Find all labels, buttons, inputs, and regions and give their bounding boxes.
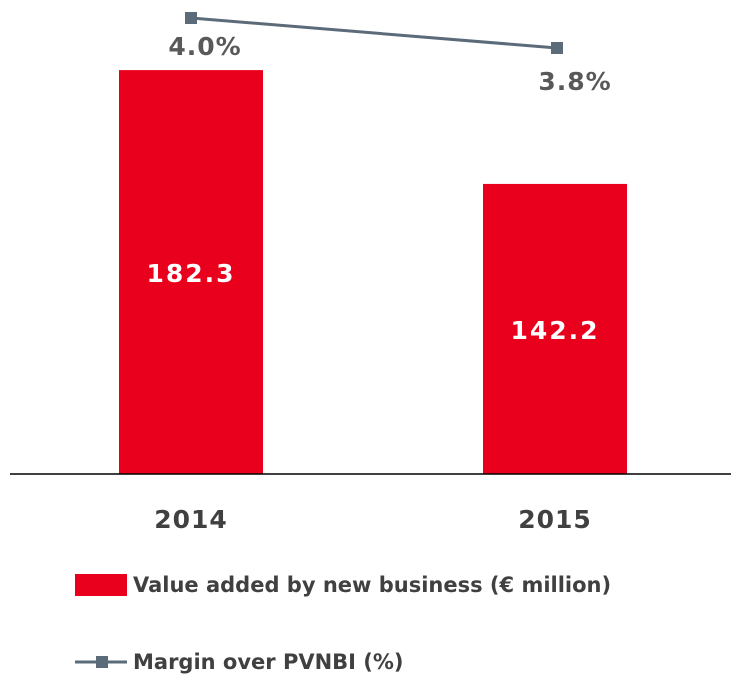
legend-marker: [96, 656, 108, 668]
bar-value-label: 182.3: [146, 259, 235, 288]
x-tick-label: 2014: [154, 505, 228, 534]
line: [190, 16, 558, 50]
legend-label: Margin over PVNBI (%): [133, 650, 404, 674]
x-tick-label: 2015: [518, 505, 592, 534]
legend-label: Value added by new business (€ million): [133, 573, 611, 597]
bar-value-label: 142.2: [510, 316, 599, 345]
line-value-label: 4.0%: [168, 32, 241, 61]
line-value-label: 3.8%: [538, 67, 611, 96]
bar: [483, 183, 627, 475]
line-marker: [551, 42, 563, 54]
legend-swatch: [75, 574, 127, 596]
bar: [119, 70, 263, 474]
line-marker: [185, 12, 197, 24]
